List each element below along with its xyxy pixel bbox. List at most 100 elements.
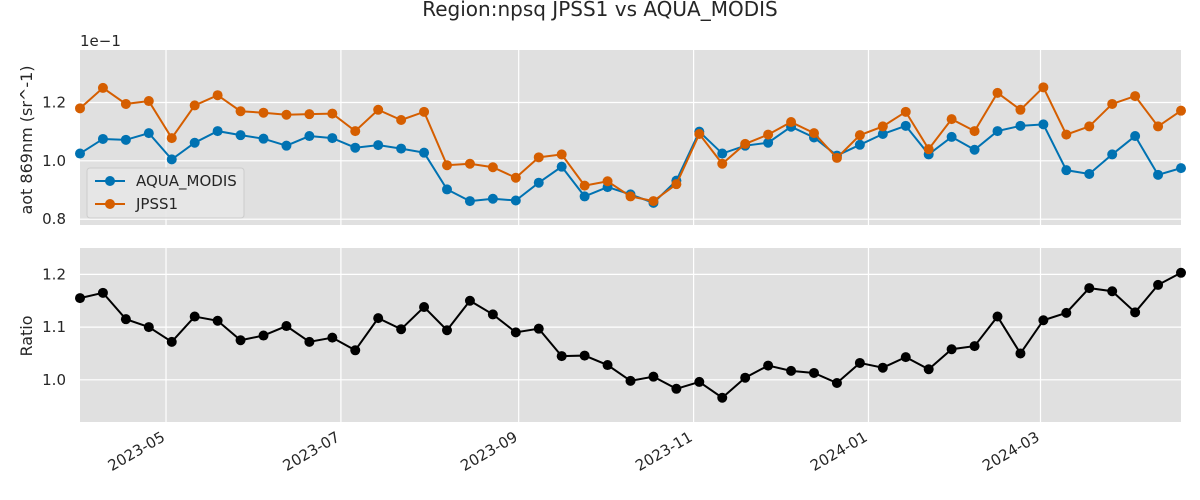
top-data-point-1 [442,160,452,171]
bottom-data-point-0 [602,360,613,371]
top-data-point-1 [464,158,475,169]
top-data-point-0 [396,143,407,154]
bottom-data-point-0 [166,336,177,347]
top-data-point-1 [1038,82,1049,93]
top-data-point-1 [809,128,819,139]
top-y-axis-label: aot 869nm (sr^-1) [17,65,36,214]
bottom-y-axis-label: Ratio [17,315,36,356]
top-data-point-1 [212,90,223,101]
bottom-data-point-0 [120,314,131,325]
top-data-point-1 [75,103,85,114]
top-data-point-1 [396,115,407,125]
top-data-point-1 [487,162,498,173]
x-tick-label: 2023-05 [105,428,168,475]
legend: AQUA_MODIS JPSS1 [86,167,245,219]
bottom-data-point-0 [969,341,980,352]
top-data-point-1 [258,107,269,118]
top-data-point-0 [1107,149,1118,160]
bottom-data-point-0 [579,350,590,361]
x-tick-label: 2024-01 [807,428,870,475]
top-data-point-0 [327,133,338,144]
top-scale-note: 1e−1 [80,32,121,50]
top-y-tick-label: 1.2 [42,94,66,112]
bottom-data-point-0 [189,311,200,322]
top-data-point-1 [602,176,613,187]
bottom-data-point-0 [1107,286,1118,297]
top-data-point-0 [969,144,980,155]
top-data-point-0 [510,195,521,206]
bottom-data-point-0 [1084,283,1095,294]
bottom-data-point-0 [809,367,819,378]
top-data-point-0 [717,148,728,159]
top-data-point-1 [97,82,108,93]
top-data-point-0 [258,133,269,144]
top-data-point-1 [671,179,682,190]
x-tick-label: 2023-09 [457,428,520,475]
top-data-point-1 [143,96,154,107]
top-data-point-0 [487,193,498,204]
bottom-data-point-0 [1130,307,1141,318]
top-data-point-1 [854,130,865,141]
top-data-point-1 [510,172,521,183]
top-data-point-1 [740,138,751,149]
top-data-point-0 [212,126,223,137]
top-data-point-1 [579,180,590,191]
bottom-y-tick-label: 1.1 [42,318,66,336]
bottom-data-point-0 [877,362,888,373]
top-y-tick-label: 0.8 [42,210,66,228]
top-data-point-0 [143,128,154,139]
top-data-point-0 [75,148,85,159]
top-data-point-1 [1153,121,1164,132]
top-data-point-0 [1084,168,1095,179]
bottom-data-point-0 [442,325,452,336]
top-data-point-0 [533,177,544,188]
top-data-point-1 [419,106,430,117]
top-panel: 0.8 1.0 1.2 1e−1 aot 869nm (sr^-1) AQUA_MO… [17,32,1186,228]
bottom-data-point-0 [304,336,315,347]
bottom-data-point-0 [235,335,246,346]
x-axis-ticks: 2023-05 2023-07 2023-09 2023-11 2024-01 2024-… [105,428,1043,475]
bottom-y-tick-label: 1.2 [42,265,66,283]
top-data-point-0 [1038,119,1049,130]
bottom-data-point-0 [992,311,1003,322]
x-tick-label: 2023-07 [280,428,343,475]
bottom-data-point-0 [625,375,636,386]
bottom-data-point-0 [143,322,154,333]
top-data-point-1 [831,152,842,163]
legend-marker-jpss1 [105,199,115,209]
top-data-point-1 [120,98,131,109]
top-data-point-1 [1061,129,1072,140]
bottom-data-point-0 [510,327,521,338]
top-data-point-0 [1176,163,1186,174]
top-data-point-0 [281,140,292,151]
bottom-data-point-0 [648,371,659,382]
top-data-point-1 [556,149,567,160]
top-data-point-1 [694,129,705,139]
top-data-point-1 [786,117,797,128]
bottom-data-point-0 [946,344,957,355]
top-data-point-0 [1015,120,1026,131]
top-data-point-1 [373,104,384,115]
top-data-point-0 [350,142,361,153]
top-data-point-1 [304,109,315,120]
bottom-data-point-0 [763,360,774,371]
top-data-point-1 [533,152,544,163]
top-data-point-0 [97,133,108,144]
bottom-data-point-0 [1015,348,1026,359]
top-data-point-0 [464,196,475,207]
bottom-data-point-0 [740,372,751,383]
top-data-point-0 [946,131,957,142]
top-data-point-1 [350,126,361,137]
top-data-point-0 [877,129,888,139]
legend-box [86,167,245,219]
top-data-point-1 [281,109,292,120]
bottom-data-point-0 [327,332,338,343]
top-data-point-1 [923,144,934,155]
top-data-point-1 [625,191,636,202]
top-data-point-1 [763,129,774,140]
bottom-data-point-0 [900,352,911,363]
top-data-point-1 [946,114,957,125]
bottom-data-point-0 [533,323,544,334]
bottom-data-point-0 [694,376,705,387]
bottom-data-point-0 [1153,279,1164,290]
